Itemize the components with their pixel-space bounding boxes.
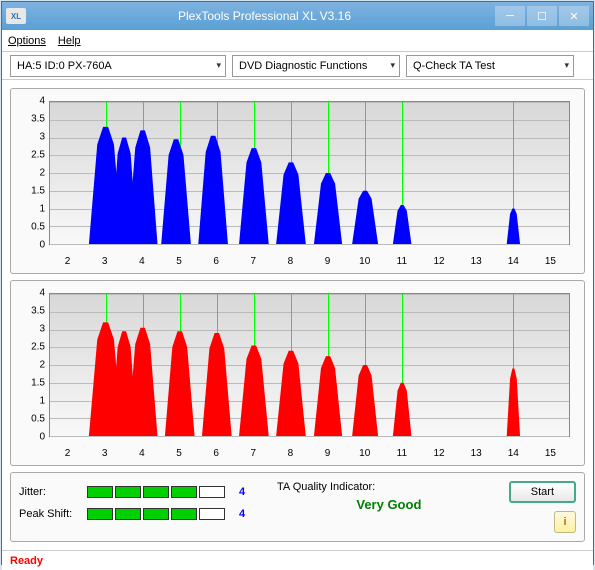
peakshift-value: 4 [239, 508, 245, 520]
test-select[interactable]: Q-Check TA Test [406, 55, 574, 77]
device-select[interactable]: HA:5 ID:0 PX-760A [10, 55, 226, 77]
chart-bottom: 00.511.522.533.5423456789101112131415 [17, 287, 578, 459]
ta-block: TA Quality Indicator: Very Good [277, 481, 501, 512]
info-button[interactable]: i [554, 511, 576, 533]
jitter-segments [87, 486, 225, 498]
menu-options[interactable]: Options [8, 35, 46, 47]
titlebar: XL PlexTools Professional XL V3.16 ─ ☐ ✕ [2, 2, 593, 30]
chart-bottom-box: 00.511.522.533.5423456789101112131415 [10, 280, 585, 466]
status-text: Ready [10, 555, 43, 567]
jitter-label: Jitter: [19, 486, 79, 498]
content: 00.511.522.533.5423456789101112131415 00… [2, 80, 593, 550]
peakshift-row: Peak Shift: 4 [19, 503, 269, 525]
close-button[interactable]: ✕ [559, 6, 589, 26]
statusbar: Ready [2, 550, 593, 570]
chart-top: 00.511.522.533.5423456789101112131415 [17, 95, 578, 267]
ta-label: TA Quality Indicator: [277, 481, 501, 493]
minimize-button[interactable]: ─ [495, 6, 525, 26]
start-button[interactable]: Start [509, 481, 576, 503]
maximize-button[interactable]: ☐ [527, 6, 557, 26]
toolbar: HA:5 ID:0 PX-760A DVD Diagnostic Functio… [2, 52, 593, 80]
app-icon: XL [6, 8, 26, 24]
function-select[interactable]: DVD Diagnostic Functions [232, 55, 400, 77]
chart-top-box: 00.511.522.533.5423456789101112131415 [10, 88, 585, 274]
menubar: Options Help [2, 30, 593, 52]
results-box: Jitter: 4 Peak Shift: 4 TA Quality Indic… [10, 472, 585, 542]
peakshift-segments [87, 508, 225, 520]
device-select-value: HA:5 ID:0 PX-760A [17, 60, 112, 72]
jitter-row: Jitter: 4 [19, 481, 269, 503]
peakshift-label: Peak Shift: [19, 508, 79, 520]
metrics: Jitter: 4 Peak Shift: 4 [19, 481, 269, 525]
menu-help[interactable]: Help [58, 35, 81, 47]
jitter-value: 4 [239, 486, 245, 498]
ta-value: Very Good [277, 497, 501, 512]
test-select-value: Q-Check TA Test [413, 60, 495, 72]
window-title: PlexTools Professional XL V3.16 [34, 9, 495, 23]
app-window: XL PlexTools Professional XL V3.16 ─ ☐ ✕… [1, 1, 594, 565]
function-select-value: DVD Diagnostic Functions [239, 60, 367, 72]
